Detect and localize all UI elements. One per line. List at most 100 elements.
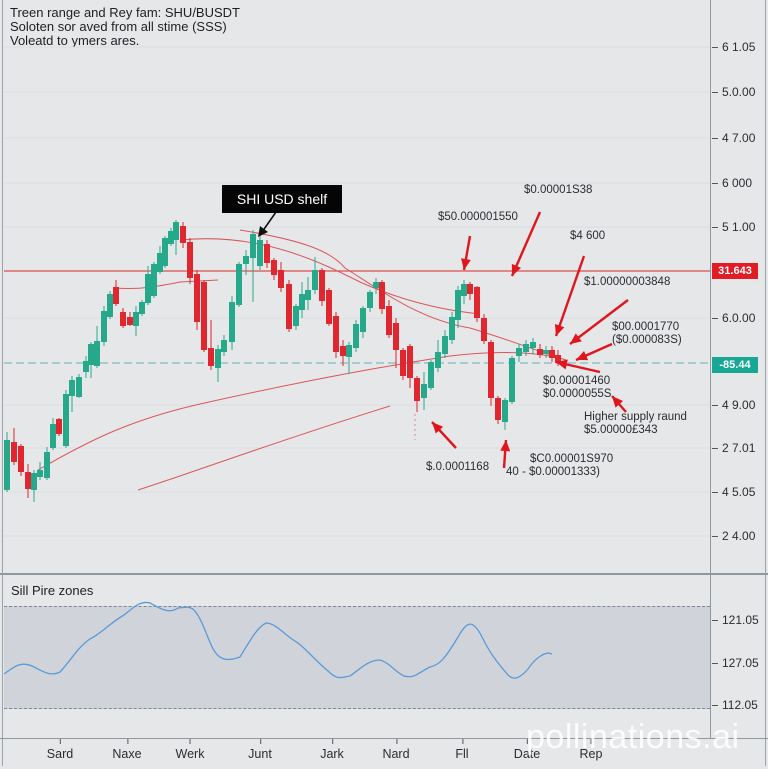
candle[interactable] (495, 396, 501, 424)
candle[interactable] (107, 291, 113, 319)
candle[interactable] (286, 280, 292, 332)
candle[interactable] (461, 280, 467, 304)
candle[interactable] (18, 444, 24, 476)
candle[interactable] (44, 447, 50, 480)
candle[interactable] (215, 345, 221, 382)
candle[interactable] (360, 306, 366, 338)
candle[interactable] (264, 240, 270, 268)
candle[interactable] (333, 312, 339, 358)
annotation-arrow-icon (611, 395, 627, 413)
candle[interactable] (530, 338, 536, 354)
candle[interactable] (428, 360, 434, 390)
candle[interactable] (25, 464, 31, 498)
candle[interactable] (502, 398, 508, 430)
candle[interactable] (4, 432, 10, 492)
candle[interactable] (139, 300, 145, 316)
candle[interactable] (305, 277, 311, 310)
candle[interactable] (400, 348, 406, 380)
candle[interactable] (271, 258, 277, 280)
candle[interactable] (312, 257, 318, 294)
candle[interactable] (69, 376, 75, 412)
candle[interactable] (94, 326, 100, 368)
candle[interactable] (523, 340, 529, 356)
candle[interactable] (208, 320, 214, 370)
candle[interactable] (326, 288, 332, 326)
candle[interactable] (201, 280, 207, 352)
x-axis-label: Rep (579, 739, 603, 761)
candle[interactable] (393, 318, 399, 368)
candle[interactable] (101, 306, 107, 346)
candle[interactable] (488, 340, 494, 406)
candle[interactable] (407, 344, 413, 388)
candle[interactable] (421, 372, 427, 410)
candle[interactable] (278, 262, 284, 292)
candle[interactable] (455, 286, 461, 328)
candle[interactable] (299, 282, 305, 318)
candle[interactable] (56, 418, 62, 436)
y-axis-tick-label: 6.0.00 (712, 311, 755, 325)
candle[interactable] (113, 280, 119, 306)
candle[interactable] (162, 236, 168, 268)
candle[interactable] (157, 246, 163, 274)
candle[interactable] (180, 222, 186, 248)
candle[interactable] (481, 314, 487, 344)
x-axis[interactable]: Sard Naxe Werk Junt Jark Nard Fll Date Rep (0, 738, 768, 769)
candle[interactable] (516, 344, 522, 362)
candle[interactable] (76, 374, 82, 398)
candle[interactable] (151, 262, 157, 298)
candle[interactable] (168, 228, 174, 246)
oscillator-pane[interactable]: Sill Pire zones 121.05 127.05 112.05 (0, 573, 768, 740)
candle[interactable] (474, 286, 480, 322)
candle[interactable] (187, 238, 193, 284)
candle[interactable] (63, 390, 69, 448)
candle[interactable] (346, 342, 352, 374)
candle[interactable] (88, 342, 94, 378)
chart-description: Treen range and Rey fam: SHU/BUSDT Solot… (10, 6, 240, 48)
oscillator-line-plot[interactable] (0, 575, 710, 740)
candle[interactable] (194, 270, 200, 330)
support-price-tag: -85.44 (712, 357, 758, 373)
candle[interactable] (257, 236, 263, 270)
candle[interactable] (549, 346, 555, 362)
candle[interactable] (442, 330, 448, 358)
candle[interactable] (236, 262, 242, 307)
candle[interactable] (229, 296, 235, 350)
candle[interactable] (435, 340, 441, 372)
candle[interactable] (83, 356, 89, 378)
candle[interactable] (449, 312, 455, 344)
candle[interactable] (509, 356, 515, 404)
candle[interactable] (120, 308, 126, 328)
candle[interactable] (127, 312, 133, 326)
candle[interactable] (543, 346, 549, 358)
price-annotation: $5.00000£343 (584, 424, 658, 436)
oscillator-zone-band (4, 606, 710, 709)
candle[interactable] (243, 250, 249, 275)
candle[interactable] (367, 290, 373, 312)
candle[interactable] (221, 335, 227, 356)
candle[interactable] (133, 306, 139, 336)
candle[interactable] (373, 278, 379, 294)
candle[interactable] (250, 230, 256, 302)
oscillator-tick-label: 127.05 (712, 656, 759, 670)
candle[interactable] (11, 428, 17, 465)
description-line-3: Voleatd to ymers ares. (10, 33, 140, 48)
annotation-arrow-icon (555, 359, 601, 374)
candle[interactable] (353, 320, 359, 352)
candle[interactable] (386, 300, 392, 338)
candle[interactable] (173, 220, 179, 255)
candle[interactable] (537, 344, 543, 358)
x-axis-label: Werk (175, 739, 205, 761)
candle[interactable] (467, 282, 473, 300)
price-pane[interactable]: Treen range and Rey fam: SHU/BUSDT Solot… (0, 0, 768, 573)
candle[interactable] (31, 470, 37, 502)
candle[interactable] (50, 418, 56, 450)
candlestick-plot[interactable] (0, 0, 710, 573)
candle[interactable] (379, 280, 385, 314)
candle[interactable] (414, 376, 420, 412)
candle[interactable] (293, 304, 299, 330)
candle[interactable] (37, 462, 43, 480)
candle[interactable] (319, 268, 325, 306)
price-annotation: $0.00001S38 (524, 184, 593, 196)
candle[interactable] (340, 340, 346, 366)
candle[interactable] (145, 266, 151, 305)
